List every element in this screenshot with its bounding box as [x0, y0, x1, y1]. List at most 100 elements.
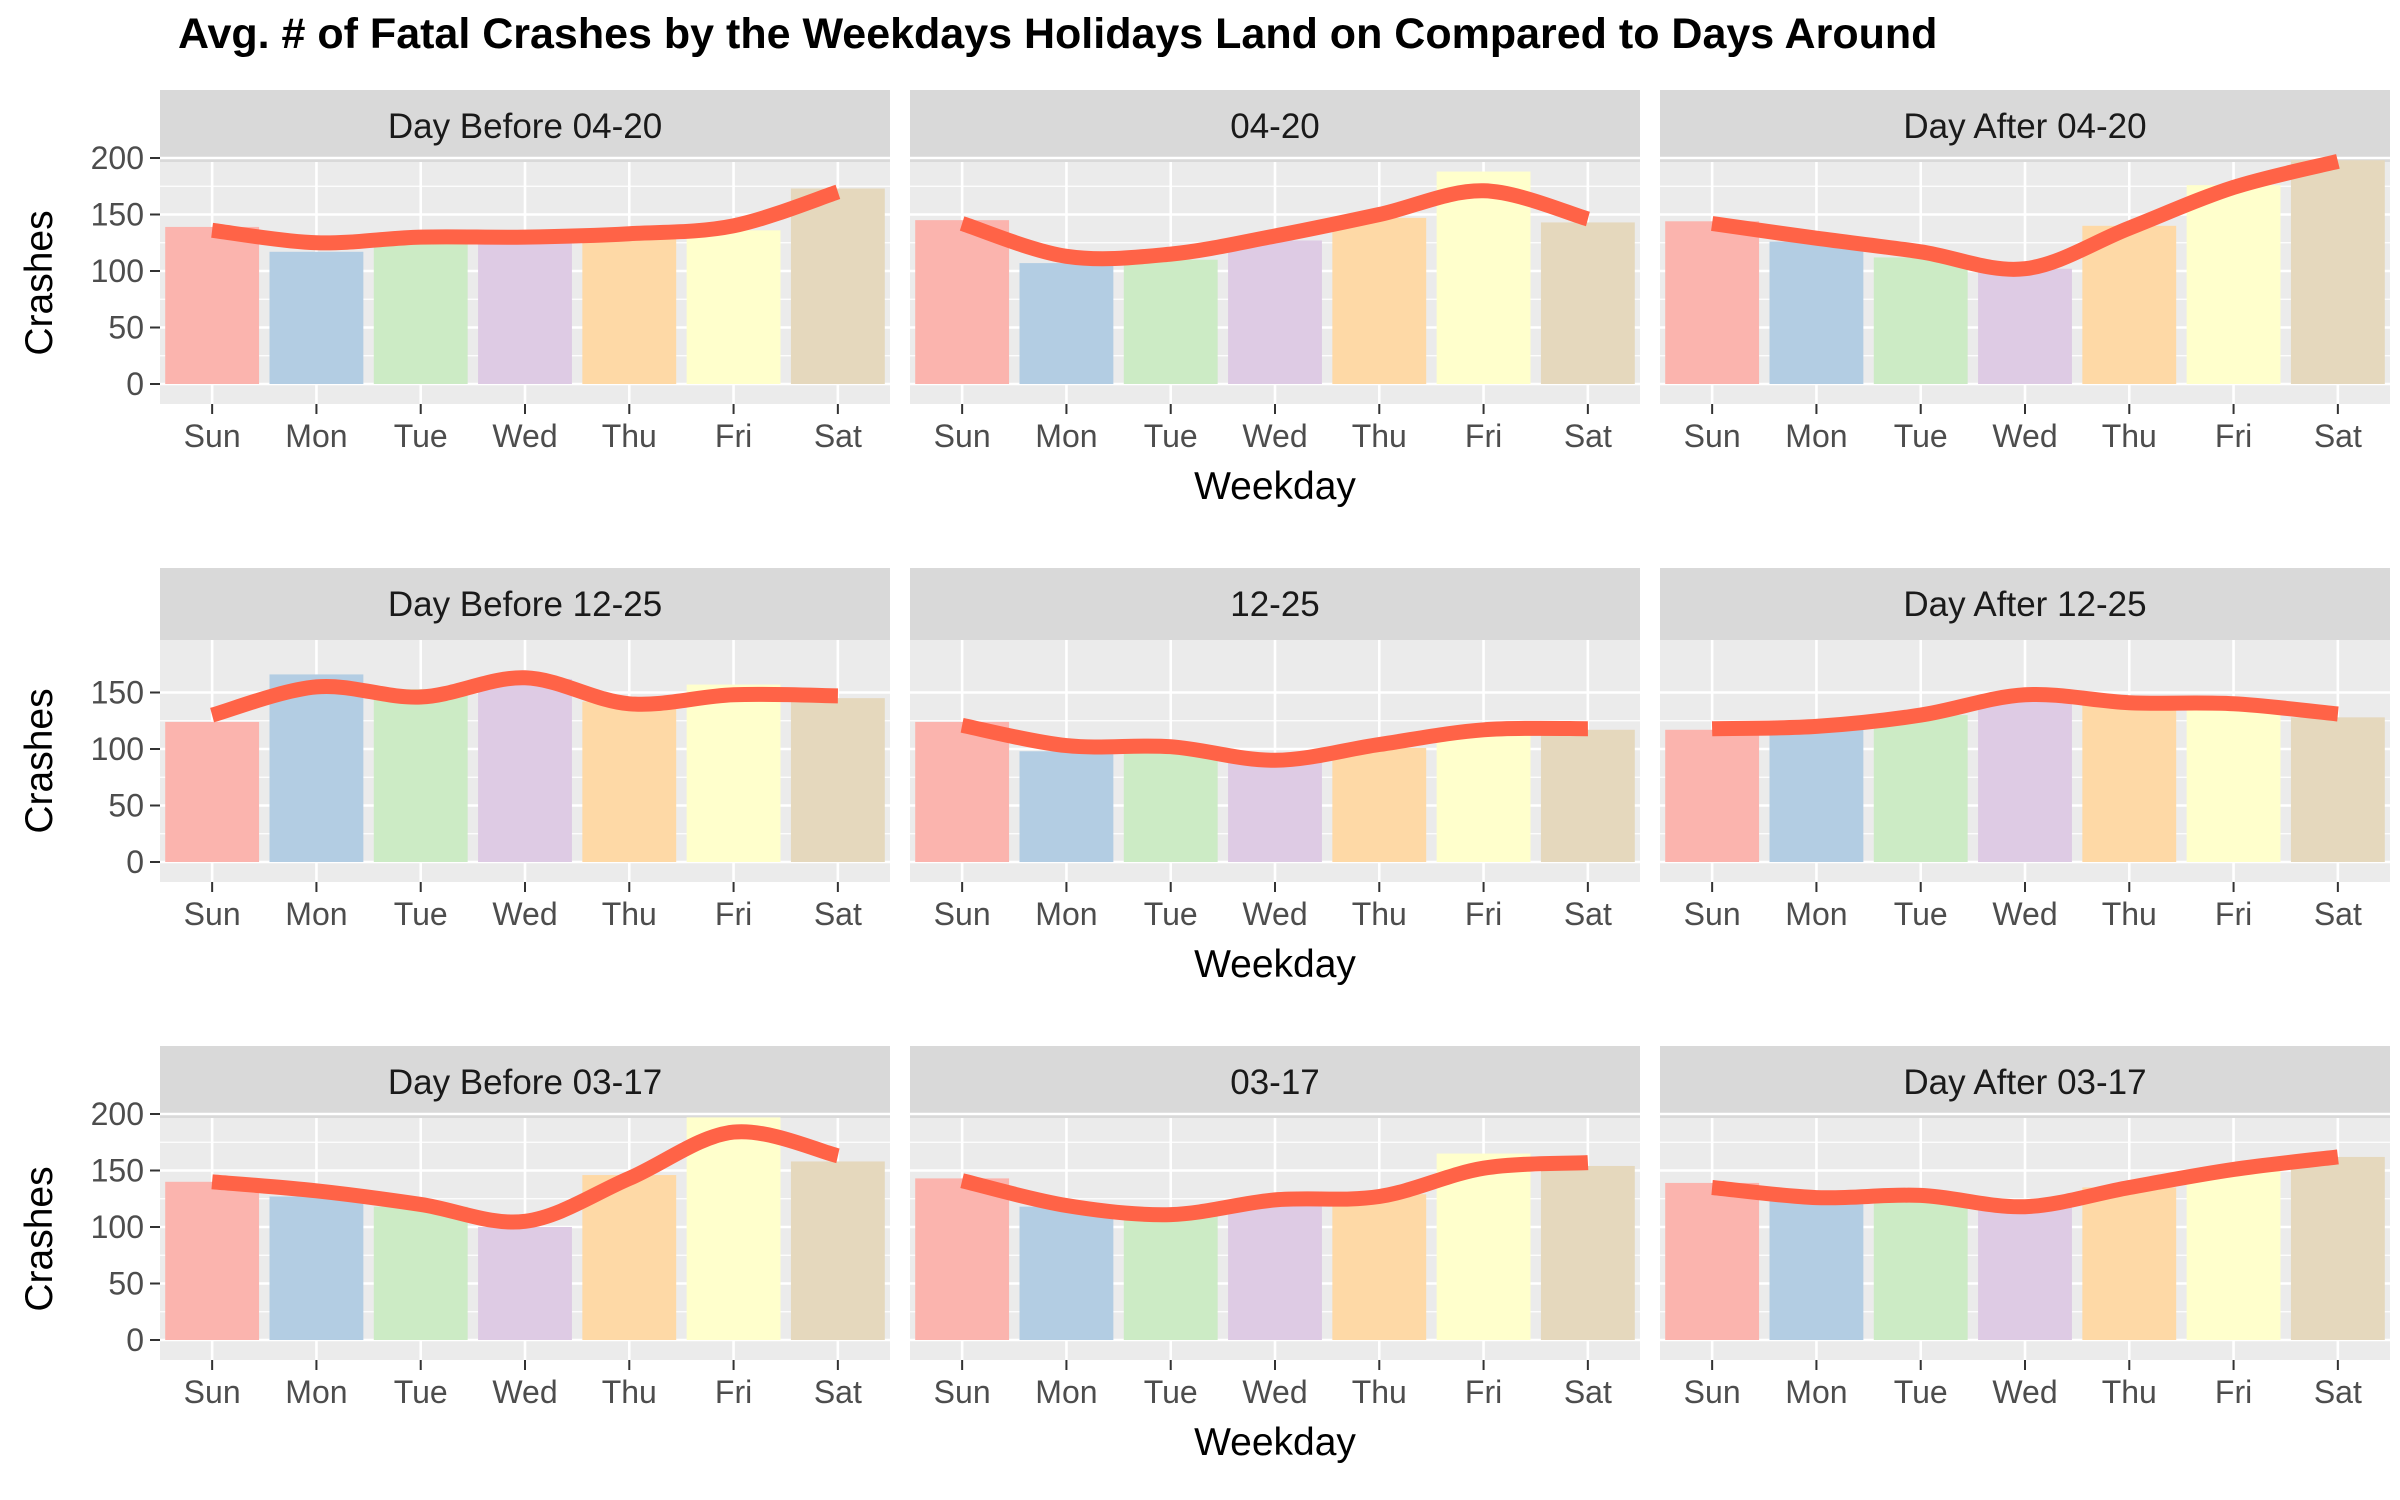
facet-strip-label: Day Before 12-25 — [388, 585, 662, 624]
bar — [1873, 715, 1968, 862]
x-tick-label: Sun — [1684, 896, 1741, 932]
facet-row: 0 50 100 150 200 Crashes Day Before 03-17 Sun Mo… — [18, 1046, 2390, 1464]
bar — [1978, 1205, 2072, 1340]
x-axis: Sun Mon Tue Wed Thu Fri Sat — [1684, 404, 2362, 454]
bars — [165, 188, 885, 384]
bar — [269, 251, 364, 384]
bar — [1123, 259, 1218, 384]
bar — [2186, 707, 2281, 862]
bar — [165, 226, 260, 384]
y-tick-label: 0 — [126, 844, 144, 880]
x-axis: Sun Mon Tue Wed Thu Fri Sat — [184, 882, 862, 932]
bars — [915, 1153, 1635, 1340]
facet-strip — [1660, 1046, 2390, 1118]
facet-panel: Day After 04-20 Sun Mon Tue Wed Thu Fri Sat — [1660, 90, 2390, 454]
x-tick-label: Thu — [602, 1374, 657, 1410]
x-tick-label: Fri — [715, 896, 752, 932]
x-axis: Sun Mon Tue Wed Thu Fri Sat — [934, 882, 1612, 932]
x-tick-label: Mon — [1035, 1374, 1097, 1410]
bar — [1332, 1194, 1427, 1340]
bar — [1436, 171, 1531, 384]
x-tick-label: Thu — [602, 896, 657, 932]
facet-strip — [910, 90, 1640, 162]
bar — [686, 230, 781, 384]
x-tick-label: Mon — [285, 418, 347, 454]
x-tick-label: Sat — [1564, 896, 1612, 932]
bar — [2186, 185, 2281, 384]
bar — [1436, 1153, 1531, 1340]
facet-strip — [910, 568, 1640, 640]
bar — [1123, 1215, 1218, 1340]
x-tick-label: Thu — [1352, 418, 1407, 454]
x-tick-label: Mon — [285, 1374, 347, 1410]
bar — [1665, 221, 1760, 384]
x-axis: Sun Mon Tue Wed Thu Fri Sat — [184, 404, 862, 454]
y-tick-label: 0 — [126, 1322, 144, 1358]
bar — [478, 678, 572, 862]
bar — [915, 1178, 1010, 1340]
bars — [915, 171, 1635, 384]
x-tick-label: Wed — [492, 1374, 557, 1410]
x-tick-label: Wed — [1242, 418, 1307, 454]
x-tick-label: Fri — [1465, 418, 1502, 454]
y-tick-label: 150 — [91, 1153, 144, 1189]
facet-strip-label: Day After 12-25 — [1903, 585, 2146, 624]
x-tick-label: Sun — [184, 1374, 241, 1410]
bar — [1228, 762, 1322, 862]
x-tick-label: Tue — [394, 418, 448, 454]
bar — [582, 1175, 677, 1340]
facet-strip-label: 12-25 — [1230, 585, 1320, 624]
x-tick-label: Sun — [934, 418, 991, 454]
bar — [2290, 1156, 2385, 1340]
x-tick-label: Fri — [715, 418, 752, 454]
bar — [2290, 160, 2385, 384]
x-tick-label: Sat — [1564, 418, 1612, 454]
bar — [1019, 1206, 1114, 1340]
x-tick-label: Sat — [2314, 896, 2362, 932]
x-tick-label: Fri — [1465, 1374, 1502, 1410]
facet-panel: Day After 12-25 Sun Mon Tue Wed Thu Fri Sat — [1660, 568, 2390, 932]
bar — [686, 684, 781, 862]
bar — [1978, 695, 2072, 862]
x-tick-label: Mon — [1785, 1374, 1847, 1410]
bar — [790, 1161, 885, 1340]
facet-strip-label: Day Before 03-17 — [388, 1063, 662, 1102]
x-tick-label: Thu — [602, 418, 657, 454]
x-tick-label: Wed — [1992, 896, 2057, 932]
bar — [2290, 717, 2385, 862]
facet-panel: Day Before 04-20 Sun Mon Tue Wed Thu Fri Sat — [160, 90, 890, 454]
bar — [1873, 257, 1968, 384]
trend-line — [960, 717, 1588, 768]
y-tick-label: 150 — [91, 197, 144, 233]
bar — [1228, 1205, 1322, 1340]
x-axis-label: Weekday — [1194, 465, 1356, 508]
x-tick-label: Sat — [2314, 1374, 2362, 1410]
bar — [269, 1196, 364, 1340]
bar — [1228, 240, 1322, 384]
facet-panel: Day After 03-17 Sun Mon Tue Wed Thu Fri Sat — [1660, 1046, 2390, 1410]
y-axis: 0 50 100 150 200 Crashes — [18, 1096, 160, 1358]
x-tick-label: Sun — [1684, 1374, 1741, 1410]
x-tick-label: Sun — [934, 896, 991, 932]
bars — [165, 674, 885, 862]
x-tick-label: Wed — [1242, 1374, 1307, 1410]
trend-line — [211, 184, 841, 251]
bars — [165, 1117, 885, 1340]
x-tick-label: Fri — [2215, 1374, 2252, 1410]
bar — [790, 698, 885, 862]
facet-strip — [160, 1046, 890, 1118]
y-tick-label: 50 — [108, 1266, 144, 1302]
x-tick-label: Mon — [1785, 418, 1847, 454]
x-tick-label: Fri — [2215, 896, 2252, 932]
y-tick-label: 50 — [108, 310, 144, 346]
x-tick-label: Mon — [285, 896, 347, 932]
facet-strip-label: Day After 03-17 — [1903, 1063, 2146, 1102]
x-tick-label: Fri — [2215, 418, 2252, 454]
bar — [2186, 1170, 2281, 1340]
trend-line — [211, 1124, 840, 1230]
y-tick-label: 150 — [91, 675, 144, 711]
bar — [373, 238, 468, 384]
x-tick-label: Sat — [814, 418, 862, 454]
bar — [165, 1181, 260, 1340]
